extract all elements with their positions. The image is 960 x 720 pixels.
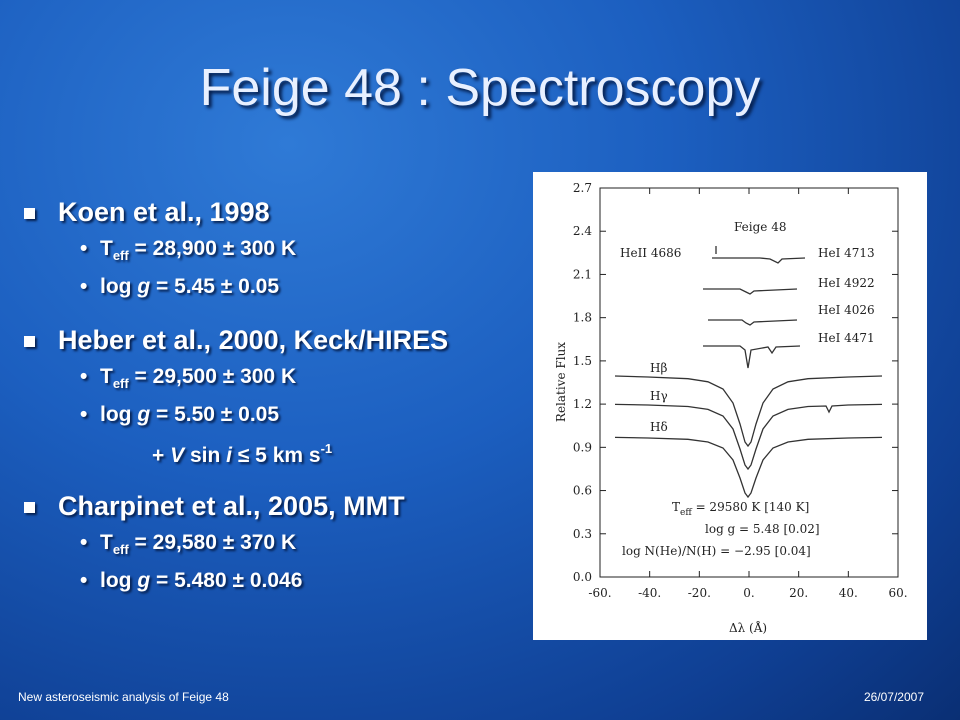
- text-segment: ≤ 5 km s: [231, 444, 321, 467]
- figure-label: HeI 4713: [818, 246, 875, 260]
- text-segment: log: [100, 275, 138, 298]
- text-segment: g: [137, 275, 151, 298]
- bullet: Koen et al., 1998: [22, 197, 532, 237]
- figure-label: Hδ: [650, 420, 668, 434]
- text-segment: eff: [112, 248, 129, 263]
- text-segment: = 29,500 ± 300 K: [128, 365, 297, 388]
- text-segment: -1: [320, 441, 333, 456]
- slide-title: Feige 48 : Spectroscopy: [199, 59, 761, 117]
- y-tick-label: 1.8: [573, 311, 592, 325]
- y-tick-label: 1.2: [573, 397, 592, 411]
- figure-label: Hβ: [650, 361, 667, 375]
- x-tick-label: -40.: [638, 586, 661, 600]
- y-tick-label: 0.3: [573, 527, 592, 541]
- y-tick-label: 2.1: [573, 267, 592, 281]
- spectrum-line: [614, 436, 883, 499]
- text-segment: eff: [112, 542, 129, 557]
- text-segment: log: [100, 569, 138, 592]
- annotation: log g = 5.48 [0.02]: [705, 522, 820, 536]
- sub-bullet: Teff = 28,900 ± 300 K: [22, 237, 532, 275]
- y-tick-label: 2.7: [573, 181, 592, 195]
- x-tick-label: 0.: [743, 586, 754, 600]
- sub-bullet: log g = 5.45 ± 0.05: [22, 275, 532, 313]
- y-tick-label: 0.9: [573, 440, 592, 454]
- figure-label: Feige 48: [734, 220, 786, 234]
- text-segment: = 5.45 ± 0.05: [150, 275, 280, 298]
- sub-bullet: log g = 5.50 ± 0.05: [22, 403, 532, 441]
- y-tick-label: 1.5: [573, 354, 592, 368]
- text-segment: T: [100, 531, 113, 554]
- text-segment: g: [137, 403, 151, 426]
- spectrum-line: [703, 345, 801, 369]
- text-segment: g: [137, 569, 151, 592]
- figure-label: HeI 4026: [818, 303, 875, 317]
- text-segment: eff: [680, 508, 692, 518]
- x-tick-label: -20.: [688, 586, 711, 600]
- bullet: Charpinet et al., 2005, MMT: [22, 491, 532, 531]
- x-tick-label: 40.: [839, 586, 858, 600]
- figure-label: HeI 4471: [818, 331, 875, 345]
- text-segment: V: [170, 444, 185, 467]
- figure-background: [533, 172, 927, 640]
- text-segment: T: [672, 500, 680, 514]
- y-tick-label: 0.0: [573, 570, 592, 584]
- bullet-list: Koen et al., 1998Teff = 28,900 ± 300 Klo…: [22, 185, 532, 607]
- y-tick-label: 0.6: [573, 484, 592, 498]
- text-segment: +: [152, 444, 171, 467]
- spectrum-line: [712, 257, 806, 264]
- sub-bullet: + V sin i ≤ 5 km s-1: [22, 441, 532, 479]
- text-segment: = 5.480 ± 0.046: [150, 569, 303, 592]
- sub-bullet: Teff = 29,500 ± 300 K: [22, 365, 532, 403]
- bullet: Heber et al., 2000, Keck/HIRES: [22, 325, 532, 365]
- sub-bullet: Teff = 29,580 ± 370 K: [22, 531, 532, 569]
- spectra: [614, 246, 883, 499]
- text-segment: i: [226, 444, 232, 467]
- text-segment: T: [100, 237, 113, 260]
- footer-left: New asteroseismic analysis of Feige 48: [18, 690, 229, 704]
- x-tick-label: 20.: [789, 586, 808, 600]
- x-axis-label: Δλ (Å): [729, 620, 767, 635]
- text-segment: sin: [184, 444, 227, 467]
- text-segment: = 28,900 ± 300 K: [128, 237, 297, 260]
- x-tick-label: 60.: [888, 586, 907, 600]
- spectrum-line: [614, 403, 883, 471]
- text-segment: eff: [112, 376, 129, 391]
- spectrum-line: [708, 319, 798, 326]
- y-tick-label: 2.4: [573, 224, 592, 238]
- annotation: Teff = 29580 K [140 K]: [672, 500, 809, 518]
- annotation: log N(He)/N(H) = −2.95 [0.04]: [622, 544, 811, 558]
- figure-label: Hγ: [650, 389, 668, 403]
- text-segment: log: [100, 403, 138, 426]
- footer-right: 26/07/2007: [863, 690, 924, 704]
- figure-label: HeII 4686: [620, 246, 681, 260]
- text-segment: log N(He)/N(H) = −2.95 [0.04]: [622, 544, 811, 558]
- text-segment: T: [100, 365, 113, 388]
- text-segment: log g = 5.48 [0.02]: [705, 522, 820, 536]
- text-segment: = 29580 K [140 K]: [692, 500, 810, 514]
- spectrum-line: [703, 288, 798, 295]
- sub-bullet: log g = 5.480 ± 0.046: [22, 569, 532, 607]
- text-segment: = 29,580 ± 370 K: [128, 531, 297, 554]
- spectrum-figure: Feige 48 HeII 4686 HeI 4713 HeI 4922 HeI…: [533, 172, 927, 640]
- text-segment: = 5.50 ± 0.05: [150, 403, 280, 426]
- figure-label: HeI 4922: [818, 276, 875, 290]
- spectrum-line: [614, 375, 883, 448]
- y-axis-label: Relative Flux: [554, 342, 568, 422]
- x-tick-label: -60.: [588, 586, 611, 600]
